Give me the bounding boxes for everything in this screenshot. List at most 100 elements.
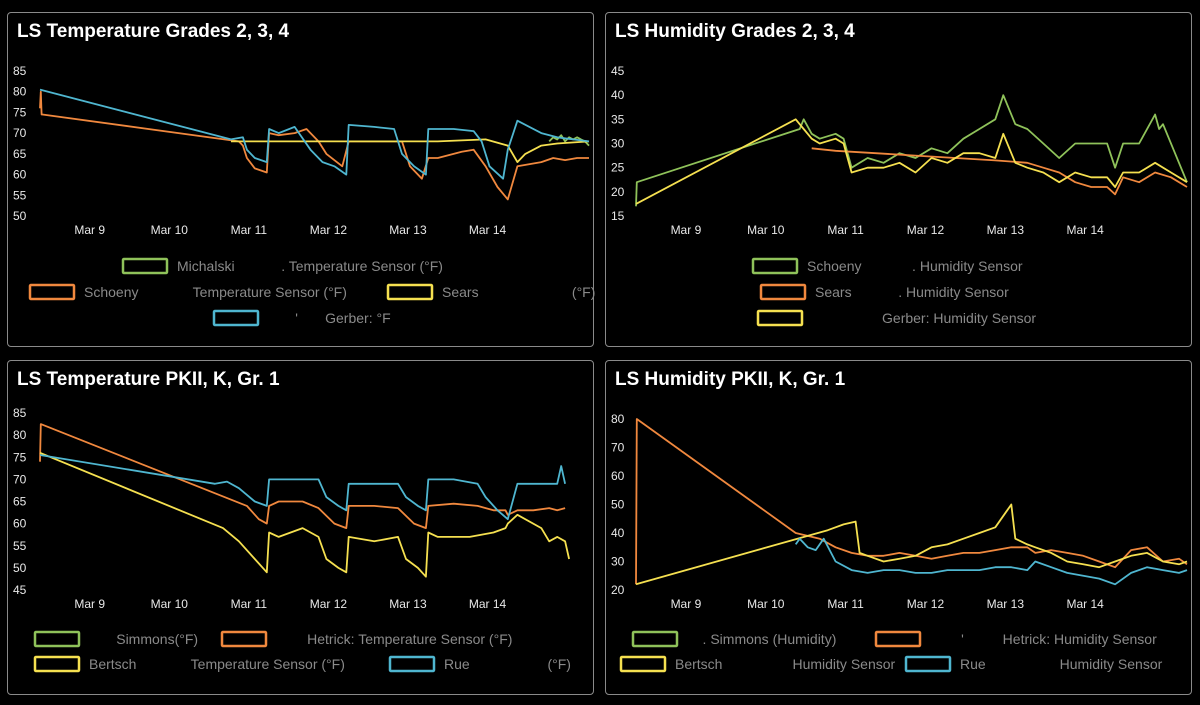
series-line-sears [811,147,1188,196]
y-tick-label: 85 [13,406,27,420]
y-tick-label: 50 [13,209,27,223]
x-tick-label: Mar 11 [231,597,268,611]
y-tick-label: 60 [13,517,27,531]
y-tick-label: 50 [611,498,625,512]
y-tick-label: 65 [13,495,27,509]
legend-swatch-sears [759,283,807,301]
legend-label-hetrick: Hetrick: Temperature Sensor (°F) [276,631,512,647]
y-tick-label: 55 [13,188,27,202]
panel-temp-grades: LS Temperature Grades 2, 3, 4 50 55 60 65 70… [7,12,595,347]
legend-label-michalski: Michalski . Temperature Sensor (°F) [177,258,443,274]
series-line-sears [231,138,590,164]
legend-label-hetrick: ' Hetrick: Humidity Sensor [930,631,1157,647]
legend-swatch-bertsch [33,655,81,673]
x-tick-label: Mar 9 [671,597,702,611]
panel-title: LS Temperature PKII, K, Gr. 1 [17,369,280,390]
legend-swatch-michalski [121,257,169,275]
legend-label-bertsch: Bertsch Humidity Sensor [675,656,896,672]
x-tick-label: Mar 14 [469,597,507,611]
legend-label-simmons: . Simmons (Humidity) [687,631,836,647]
y-tick-label: 45 [611,64,625,78]
y-tick-label: 50 [13,561,27,575]
legend-swatch-sears [386,283,434,301]
legend-label-bertsch: Bertsch Temperature Sensor (°F) [89,656,345,672]
x-tick-label: Mar 9 [74,597,105,611]
legend-swatch-gerber [756,309,804,327]
y-tick-label: 40 [611,88,625,102]
x-tick-label: Mar 13 [987,597,1025,611]
y-tick-label: 75 [13,450,27,464]
legend-label-sears: Sears . Humidity Sensor [815,284,1009,300]
x-tick-label: Mar 10 [747,223,785,237]
y-tick-label: 75 [13,105,27,119]
y-tick-label: 20 [611,185,625,199]
x-tick-label: Mar 14 [1067,597,1105,611]
x-tick-label: Mar 13 [389,597,427,611]
series-line-rue [794,537,1188,586]
legend-label-rue: Rue (°F) [444,656,571,672]
x-tick-label: Mar 13 [389,223,427,237]
y-tick-label: 30 [611,555,625,569]
x-tick-label: Mar 13 [987,223,1025,237]
series-line-bertsch [635,503,1188,586]
legend-swatch-simmons [33,630,81,648]
y-tick-label: 60 [13,168,27,182]
legend-swatch-hetrick [220,630,268,648]
y-tick-label: 45 [13,583,27,597]
legend-label-gerber: Gerber: Humidity Sensor [812,310,1036,326]
y-tick-label: 65 [13,147,27,161]
legend-label-rue: Rue Humidity Sensor [960,656,1163,672]
legend-swatch-schoeny [751,257,799,275]
x-tick-label: Mar 10 [151,597,189,611]
chart-temp-grades: 50 55 60 65 70 75 80 85 Mar 9 Mar 10 Mar 11 Mar 12 M… [13,64,595,327]
x-tick-label: Mar 9 [671,223,702,237]
series-line-schoeny [635,94,1188,207]
y-tick-label: 70 [13,472,27,486]
y-tick-label: 55 [13,539,27,553]
y-tick-label: 15 [611,209,625,223]
x-tick-label: Mar 11 [231,223,268,237]
y-tick-label: 30 [611,137,625,151]
panel-title: LS Temperature Grades 2, 3, 4 [17,21,290,42]
legend-swatch-schoeny [28,283,76,301]
x-tick-label: Mar 10 [747,597,785,611]
legend-swatch-rue [904,655,952,673]
legend-label-sears: Sears (°F) [442,284,595,300]
legend-swatch-gerber [212,309,260,327]
panel-title: LS Humidity PKII, K, Gr. 1 [615,369,846,390]
legend-swatch-simmons [631,630,679,648]
x-tick-label: Mar 14 [1067,223,1105,237]
chart-humidity-pkii: 20 30 40 50 60 70 80 Mar 9 Mar 10 Mar 11 Mar 12 Mar… [611,412,1188,673]
x-tick-label: Mar 11 [827,223,864,237]
panel-temp-pkii: LS Temperature PKII, K, Gr. 1 45 50 55 60 65… [7,360,594,695]
series-line-bertsch [39,451,570,578]
x-tick-label: Mar 9 [74,223,105,237]
legend-swatch-rue [388,655,436,673]
series-line-gerber [635,118,1188,205]
y-tick-label: 20 [611,583,625,597]
series-line-rue [39,454,566,521]
legend-swatch-bertsch [619,655,667,673]
y-tick-label: 85 [13,64,27,78]
y-tick-label: 70 [13,126,27,140]
x-tick-label: Mar 10 [151,223,189,237]
panel-humidity-pkii: LS Humidity PKII, K, Gr. 1 20 30 40 50 60 70 8… [605,360,1192,695]
panel-humidity-grades: LS Humidity Grades 2, 3, 4 15 20 25 30 35 40 4… [605,12,1192,347]
y-tick-label: 70 [611,441,625,455]
x-tick-label: Mar 12 [907,223,945,237]
y-tick-label: 80 [611,412,625,426]
x-tick-label: Mar 12 [907,597,945,611]
legend-label-simmons: Simmons(°F) [89,631,198,647]
y-tick-label: 25 [611,161,625,175]
legend-label-gerber: ' Gerber: °F [268,310,391,326]
y-tick-label: 35 [611,112,625,126]
chart-temp-pkii: 45 50 55 60 65 70 75 80 85 Mar 9 Mar 10 Mar 11 Mar 1… [13,406,571,673]
legend-label-schoeny: Schoeny Temperature Sensor (°F) [84,284,347,300]
x-tick-label: Mar 11 [827,597,864,611]
x-tick-label: Mar 12 [310,597,348,611]
legend-swatch-hetrick [874,630,922,648]
chart-humidity-grades: 15 20 25 30 35 40 45 Mar 9 Mar 10 Mar 11 Mar 12 Mar… [611,64,1188,327]
legend-label-schoeny: Schoeny . Humidity Sensor [807,258,1023,274]
panel-title: LS Humidity Grades 2, 3, 4 [615,21,855,42]
series-line-gerber [39,88,590,180]
